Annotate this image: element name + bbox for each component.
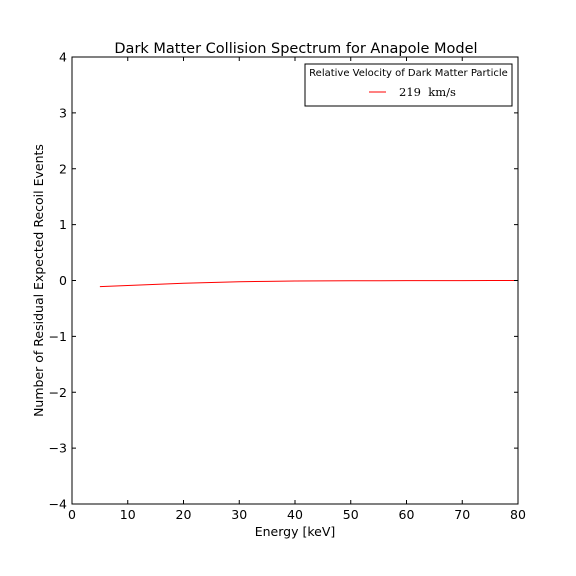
legend-label-219: 219 km/s — [399, 85, 456, 99]
y-tick-label: −4 — [49, 497, 67, 512]
x-tick-label: 70 — [454, 507, 470, 522]
y-tick-label: −3 — [49, 441, 67, 456]
legend-title: Relative Velocity of Dark Matter Particl… — [309, 68, 508, 79]
series-layer — [99, 280, 518, 288]
y-tick-label: 2 — [59, 161, 67, 176]
x-tick-label: 30 — [231, 507, 247, 522]
tick-layer: 0 10 20 30 40 50 60 70 80 −4 −3 −2 −1 0 1 2 3 4 — [49, 50, 526, 523]
y-tick-label: −2 — [49, 385, 67, 400]
y-tick-label: 4 — [59, 50, 67, 65]
y-tick-label: 0 — [59, 273, 67, 288]
x-tick-label: 40 — [287, 507, 303, 522]
legend-box — [304, 63, 513, 107]
y-tick-label: 1 — [59, 217, 67, 232]
series-line-219-kms — [99, 280, 518, 288]
x-tick-label: 60 — [399, 507, 415, 522]
x-tick-label: 10 — [120, 507, 136, 522]
x-tick-label: 20 — [176, 507, 192, 522]
y-tick-label: −1 — [49, 329, 67, 344]
y-axis-label: Number of Residual Expected Recoil Event… — [31, 144, 46, 417]
y-tick-label: 3 — [59, 105, 67, 120]
legend: Relative Velocity of Dark Matter Particl… — [304, 63, 513, 107]
x-tick-label: 50 — [343, 507, 359, 522]
plot-area: 0 10 20 30 40 50 60 70 80 −4 −3 −2 −1 0 1 2 3 4 — [49, 50, 526, 523]
x-tick-label: 80 — [510, 507, 526, 522]
x-tick-label: 0 — [68, 507, 76, 522]
chart-title: Dark Matter Collision Spectrum for Anapo… — [114, 41, 477, 57]
x-axis-label: Energy [keV] — [255, 524, 336, 539]
